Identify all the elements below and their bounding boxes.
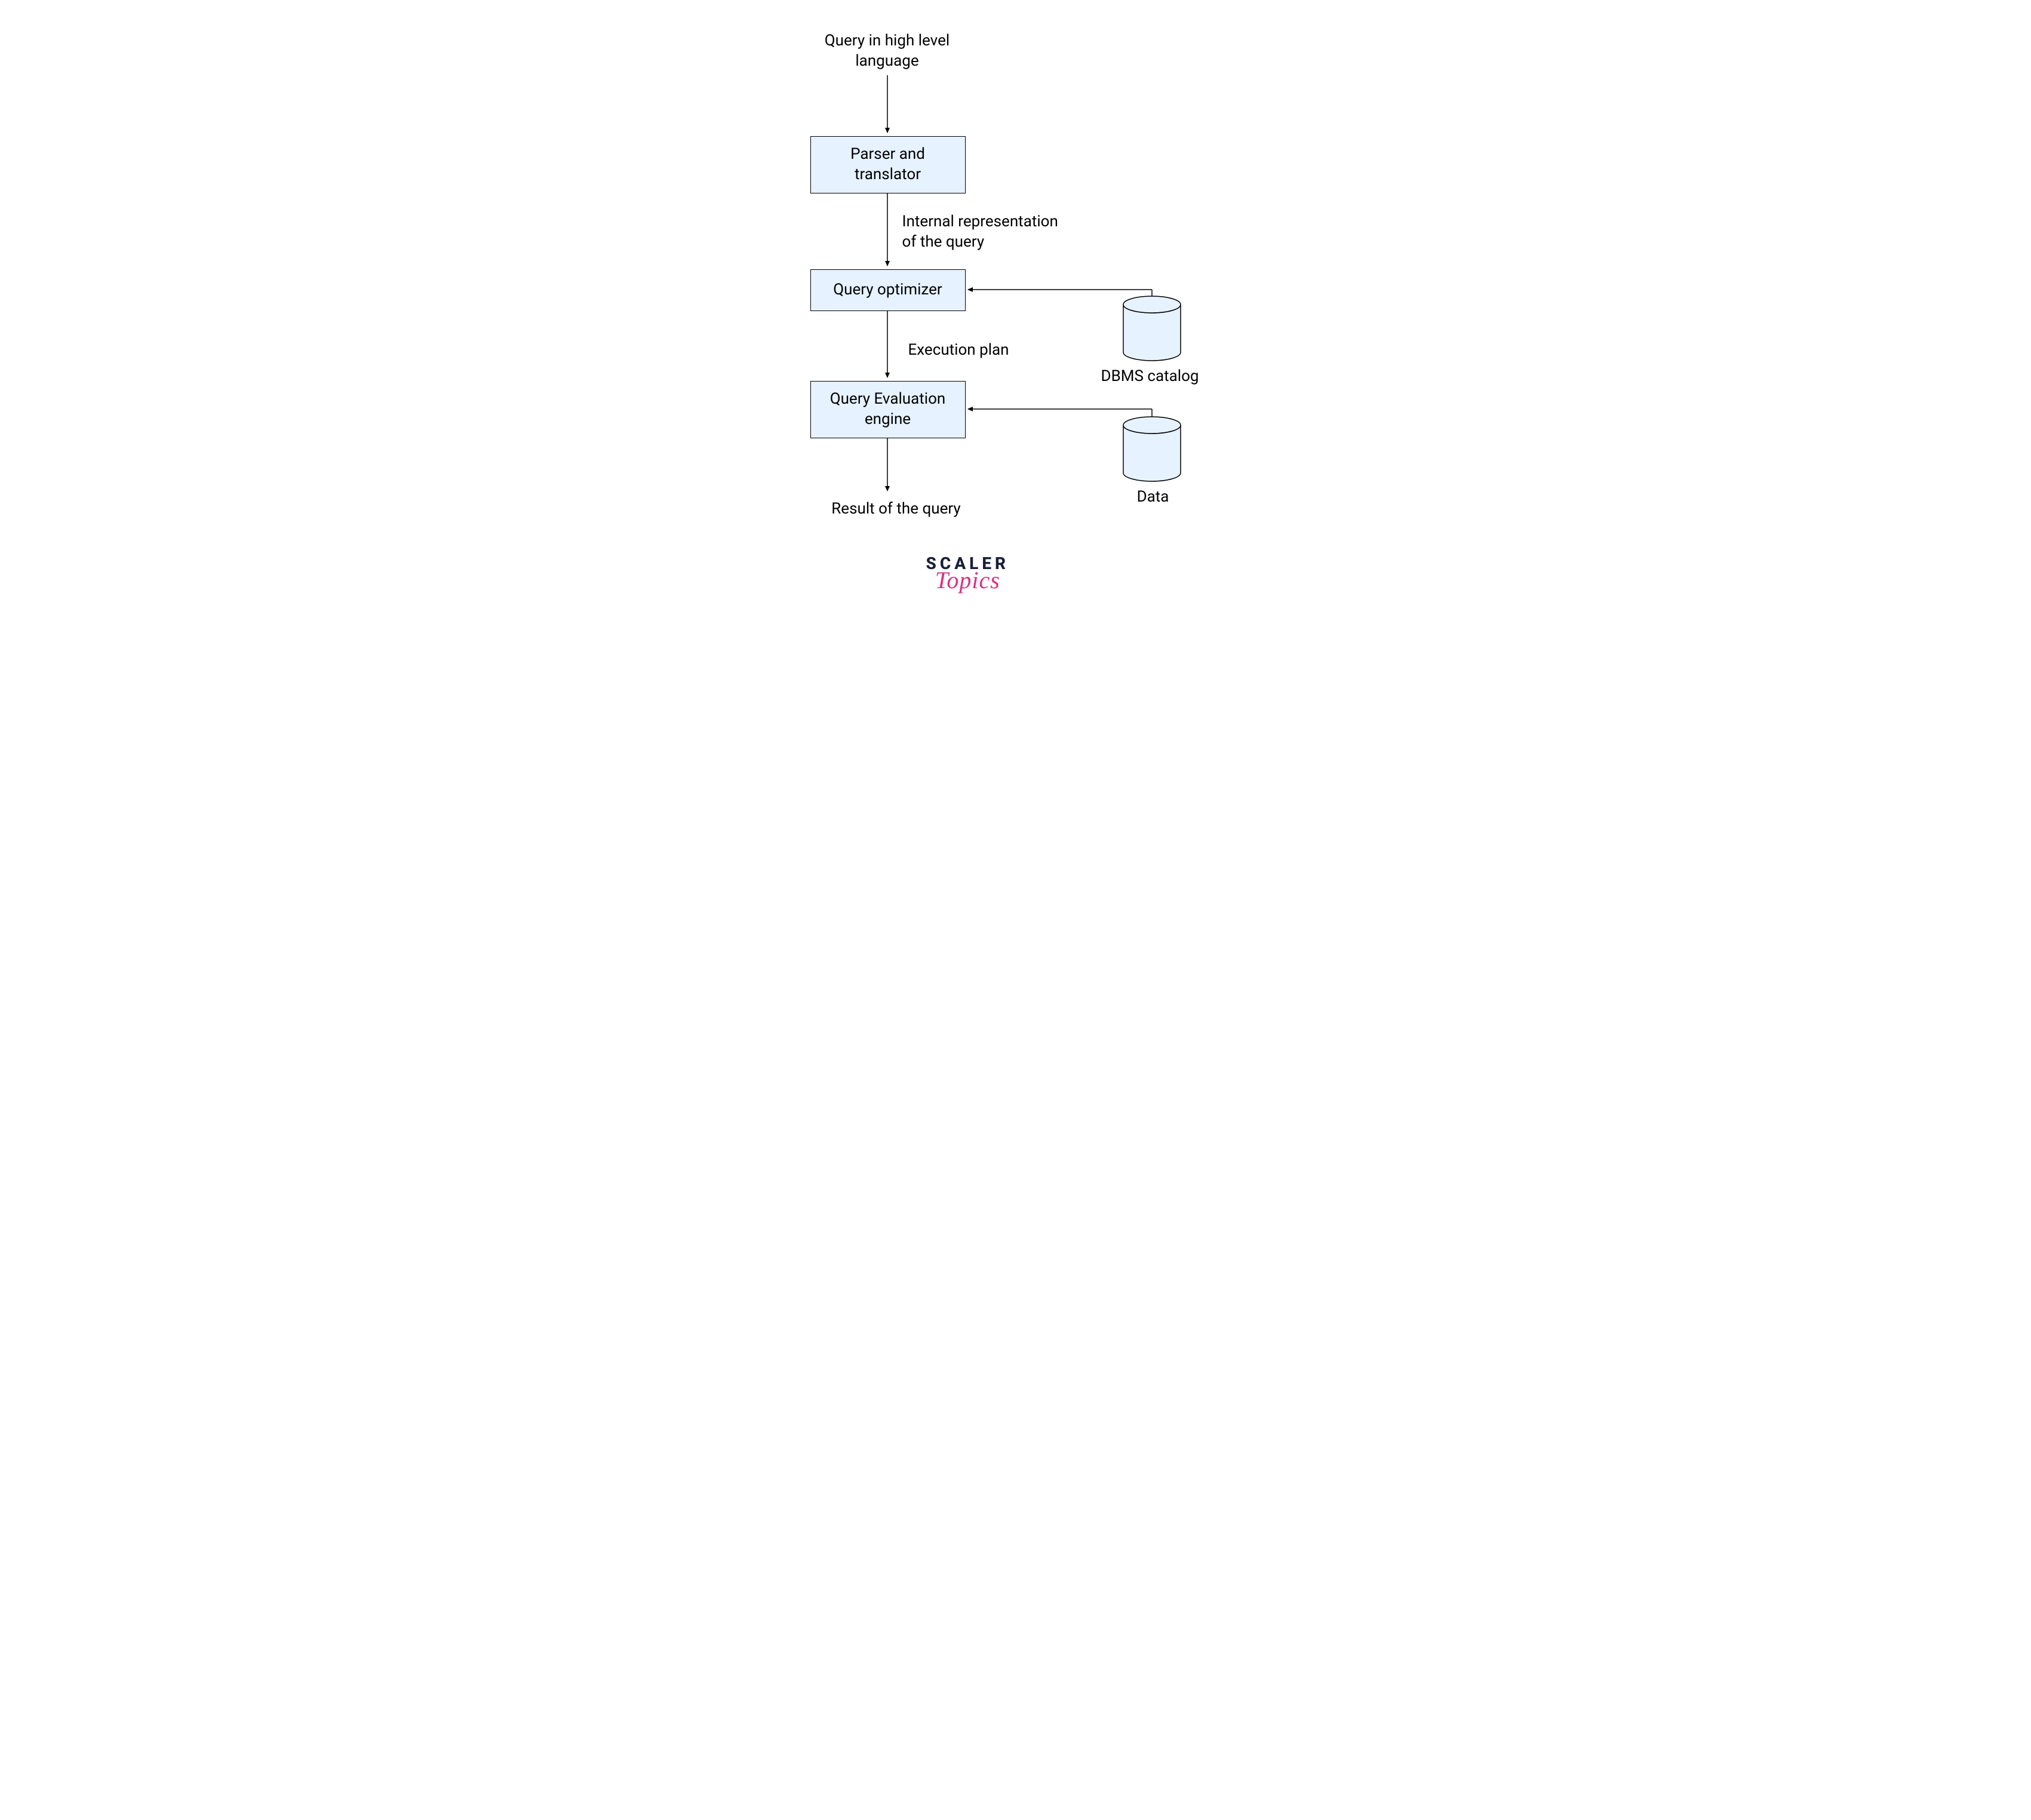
cylinder-catalog-body [1123,305,1181,361]
box-engine-text: Query Evaluation engine [830,389,946,430]
cylinder-catalog [1123,296,1181,361]
label-result: Result of the query [831,499,962,519]
scaler-topics-logo: SCALER Topics [926,555,1010,591]
label-data: Data [1135,487,1171,508]
box-optimizer-text: Query optimizer [833,280,942,300]
cylinder-data-body [1123,425,1181,481]
box-parser-text: Parser and translator [850,145,925,185]
label-query-high-level: Query in high level language [825,31,950,72]
box-parser-translator: Parser and translator [810,136,966,193]
cylinder-data [1123,417,1181,481]
flowchart-canvas: Query in high level language Internal re… [669,0,1362,621]
label-dbms-catalog: DBMS catalog [1099,367,1201,387]
connectors-svg [669,0,1362,621]
logo-bottom-text: Topics [926,570,1010,591]
box-query-optimizer: Query optimizer [810,269,966,311]
label-exec-plan: Execution plan [908,340,1028,361]
box-query-evaluation-engine: Query Evaluation engine [810,381,966,438]
cylinder-data-top [1123,417,1181,434]
cylinder-catalog-top [1123,296,1181,313]
label-internal-rep: Internal representation of the query [902,212,1081,253]
